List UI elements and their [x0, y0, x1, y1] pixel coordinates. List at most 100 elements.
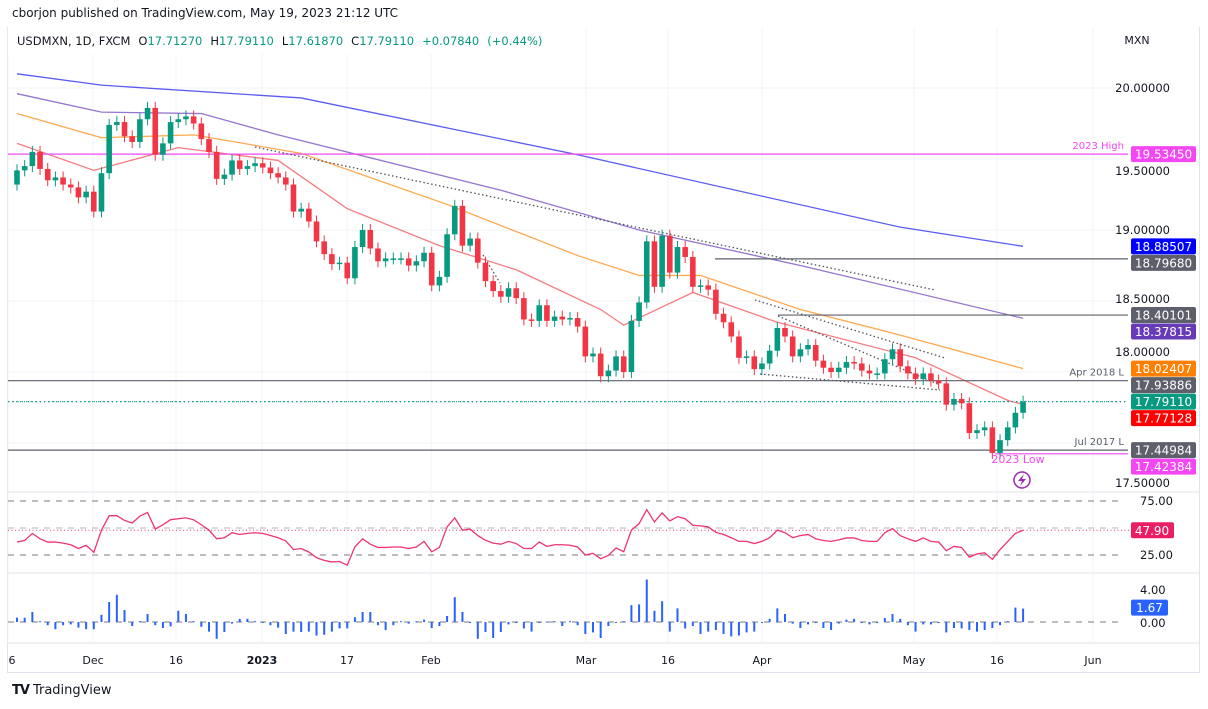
price-badge [1131, 458, 1196, 475]
price-badge-label: 17.93886 [1135, 379, 1192, 393]
candle-body [236, 160, 243, 169]
candle-body [206, 139, 212, 152]
candle-body [129, 136, 135, 142]
candle-body [421, 252, 427, 262]
histogram-bar [177, 610, 180, 622]
histogram-bar [891, 614, 894, 622]
level-note: Jul 2017 L [1074, 437, 1125, 448]
histogram-bar [714, 622, 717, 630]
price-axis-tick-label: 17.50000 [1115, 476, 1170, 490]
candle-body [505, 288, 512, 297]
histogram-bar [830, 622, 833, 630]
price-badge [1131, 323, 1196, 340]
candle-body [989, 427, 996, 453]
candle-body [444, 234, 450, 277]
candle-body [859, 363, 865, 371]
candle-body [14, 170, 20, 185]
candle-body [60, 177, 66, 185]
low-annotation: 2023 Low [991, 453, 1044, 466]
candle-body [774, 327, 781, 351]
histogram-bar [407, 622, 410, 624]
histogram-bar [208, 622, 210, 632]
candle-body [643, 241, 650, 303]
tradingview-logo-icon: TV [12, 683, 30, 698]
candle-body [567, 318, 573, 320]
price-axis-tick-label: 18.00000 [1115, 345, 1170, 359]
symbol-legend: USDMXN, 1D, FXCM O17.71270 H17.79110 L17… [8, 28, 543, 54]
candle-body [835, 367, 842, 372]
histogram-bar [983, 622, 986, 630]
candle-body [167, 122, 174, 144]
price-axis-tick-label: 18.50000 [1115, 292, 1170, 306]
histogram-bar [69, 622, 72, 625]
histogram-bar [484, 622, 487, 632]
histogram-bar [607, 622, 610, 626]
candle-body [152, 107, 159, 155]
histogram-bar [899, 618, 902, 622]
symbol-name[interactable]: USDMXN, 1D, FXCM [17, 34, 131, 48]
candle-body [114, 122, 120, 125]
histogram-bar [807, 622, 810, 625]
candle-body [620, 356, 627, 372]
histogram-bar [85, 622, 88, 630]
histogram-bar [799, 622, 802, 628]
histogram-bar [568, 621, 571, 623]
histogram-bar [77, 622, 80, 628]
candle-body [75, 187, 82, 198]
candle-body [382, 258, 389, 262]
candle-body [928, 373, 934, 381]
histogram-bar [400, 621, 402, 623]
x-axis-tick-label: Dec [82, 654, 103, 667]
histogram-value-badge [1131, 599, 1168, 616]
footer-brand[interactable]: TV TradingView [12, 683, 111, 698]
histogram-bar [154, 622, 157, 626]
histogram-bar [661, 601, 664, 622]
x-axis-tick-label: 16 [661, 654, 675, 667]
candle-body [951, 398, 957, 405]
candle-body [789, 336, 796, 357]
histogram-bar [423, 619, 426, 622]
price-badge-label: 17.79110 [1135, 395, 1192, 409]
candle-body [436, 276, 443, 286]
candle-body [144, 107, 151, 120]
candle-body [828, 367, 834, 372]
candle-body [137, 119, 143, 142]
candle-body [605, 370, 612, 377]
histogram-bar [676, 608, 679, 622]
candle-body [766, 350, 773, 364]
histogram-bar [123, 610, 126, 622]
low-label: L [281, 34, 289, 48]
candle-body [451, 205, 458, 235]
candle-body [874, 373, 880, 375]
candle-body [413, 261, 420, 266]
histogram-bar [553, 621, 556, 623]
candle-body [943, 383, 950, 405]
histogram-bar [353, 617, 356, 622]
histogram-bar [653, 610, 656, 622]
histogram-bar [284, 622, 287, 634]
histogram-bar [300, 622, 303, 632]
high-label: H [210, 34, 219, 48]
close-label: C [351, 34, 360, 48]
candle-body [21, 166, 28, 171]
candle-body [981, 427, 988, 431]
candle-body [582, 326, 589, 357]
histogram-bar [384, 622, 387, 630]
histogram-bar [39, 621, 42, 623]
candle-body [782, 327, 788, 337]
histogram-bar [499, 622, 502, 632]
histogram-bar [330, 622, 333, 632]
candle-body [98, 173, 105, 212]
histogram-bar [576, 622, 579, 626]
histogram-bar [323, 622, 326, 635]
high-value: 17.79110 [218, 34, 274, 48]
candle-body [551, 316, 558, 321]
price-badge-label: 18.02407 [1135, 362, 1192, 376]
moving-average-line-ma200 [16, 73, 1024, 247]
histogram-bar [338, 622, 341, 629]
candle-body [298, 208, 304, 212]
candle-body [912, 373, 919, 380]
histogram-bar [922, 622, 925, 625]
candle-body [459, 205, 466, 246]
